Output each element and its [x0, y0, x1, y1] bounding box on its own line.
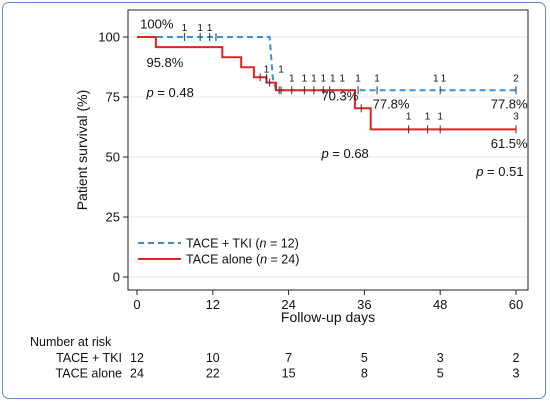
risk-value: 22	[206, 367, 220, 381]
censor-count-label: 1	[321, 74, 327, 85]
censor-count-label: 1	[425, 112, 431, 123]
risk-value: 5	[361, 351, 368, 365]
plot-area-border	[127, 9, 529, 291]
censor-count-label: 1	[433, 74, 439, 85]
legend: TACE + TKI (n = 12) TACE alone (n = 24)	[138, 237, 299, 267]
survival-curve-tace-alone	[137, 36, 516, 131]
x-tick-label: 12	[206, 297, 220, 312]
survival-annotation: 77.8%	[491, 97, 528, 112]
survival-curve-tace-tki	[137, 36, 516, 92]
y-tick-label: 0	[113, 270, 120, 285]
x-tick-label: 60	[509, 297, 523, 312]
censor-count-label: 1	[311, 74, 317, 85]
gridlines	[128, 36, 528, 278]
risk-value: 12	[130, 351, 144, 365]
censor-count-label: 3	[513, 112, 519, 123]
y-axis-title: Patient survival (%)	[74, 90, 90, 211]
censor-count-label: 1	[330, 74, 336, 85]
risk-value: 15	[282, 367, 296, 381]
censor-count-label: 1	[289, 74, 295, 85]
censor-count-label: 1	[264, 65, 270, 76]
survival-annotation: 70.3%	[321, 89, 358, 104]
y-tick-label: 50	[106, 150, 120, 165]
censor-marks: 1 1 11 11 1 1 1 21 1 1 1 1 11 1 1 3	[182, 23, 519, 134]
y-tick-label: 25	[106, 210, 120, 225]
survival-annotation: 100%	[140, 17, 174, 32]
censor-count-label: 1	[374, 74, 380, 85]
censor-count-label: 1	[182, 23, 188, 34]
x-tick-label: 36	[357, 297, 371, 312]
risk-value: 3	[513, 367, 520, 381]
risk-value: 2	[513, 351, 520, 365]
censor-count-label: 1	[441, 74, 447, 85]
survival-annotation: 77.8%	[373, 97, 410, 112]
survival-annotation: 61.5%	[491, 136, 528, 151]
y-tick-label: 100	[98, 30, 120, 45]
p-value-label: p = 0.68	[320, 146, 368, 161]
chart-labels: 100% 95.8% 77.8% 77.8% 70.3% 61.5% p = 0.48 p =…	[140, 17, 528, 180]
p-value-label: p = 0.48	[145, 85, 193, 100]
x-tick-label: 0	[133, 297, 140, 312]
censor-count-label: 1	[207, 23, 213, 34]
censor-count-label: 2	[513, 74, 519, 85]
survival-annotation: 95.8%	[146, 55, 183, 70]
censor-count-label: 1	[355, 74, 361, 85]
risk-value: 3	[437, 351, 444, 365]
risk-table: Number at risk TACE + TKI 12 10 7 5 3 2 TACE alo…	[30, 335, 520, 381]
risk-row-label: TACE + TKI	[56, 351, 122, 365]
risk-value: 7	[285, 351, 292, 365]
figure-frame	[2, 2, 546, 399]
censor-count-label: 1	[278, 65, 284, 76]
risk-row-label: TACE alone	[56, 367, 123, 381]
censor-count-label: 1	[406, 112, 412, 123]
censor-count-label: 1	[437, 112, 443, 123]
risk-value: 5	[437, 367, 444, 381]
censor-count-label: 1	[340, 74, 346, 85]
censor-count-label: 1	[197, 23, 203, 34]
x-tick-label: 48	[433, 297, 447, 312]
p-value-label: p = 0.51	[475, 164, 523, 179]
x-tick-label: 24	[281, 297, 295, 312]
y-tick-label: 75	[106, 90, 120, 105]
legend-label: TACE + TKI (n = 12)	[186, 237, 299, 251]
x-axis-title: Follow-up days	[281, 309, 375, 325]
censor-count-label: 1	[302, 74, 308, 85]
risk-value: 8	[361, 367, 368, 381]
risk-value: 24	[130, 367, 144, 381]
legend-label: TACE alone (n = 24)	[186, 253, 299, 267]
risk-value: 10	[206, 351, 220, 365]
survival-curves	[137, 36, 516, 131]
risk-table-title: Number at risk	[30, 335, 112, 349]
